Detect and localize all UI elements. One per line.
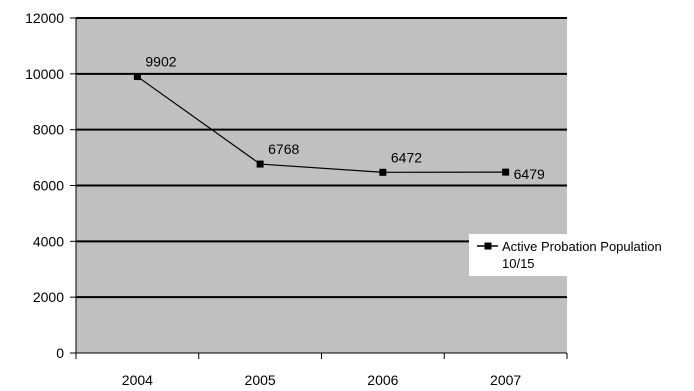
data-point <box>502 168 510 176</box>
legend-box <box>469 234 691 276</box>
x-axis-tick-labels: 2004 2005 2006 2007 <box>122 372 522 388</box>
legend-label-line2: 10/15 <box>502 256 535 271</box>
axes <box>70 17 568 359</box>
data-label: 6472 <box>391 149 422 165</box>
x-tick-label: 2005 <box>245 372 276 388</box>
x-tick-label: 2004 <box>122 372 153 388</box>
y-tick-label: 0 <box>56 345 64 361</box>
y-tick-label: 12000 <box>25 10 64 26</box>
series-active-probation <box>133 73 510 176</box>
data-label: 6768 <box>268 141 299 157</box>
x-tick-label: 2007 <box>490 372 521 388</box>
data-point <box>133 73 141 81</box>
x-tick-label: 2006 <box>367 372 398 388</box>
series-line <box>137 76 506 173</box>
data-point <box>379 168 387 176</box>
legend-marker-swatch <box>484 242 492 250</box>
legend: Active Probation Population 10/15 <box>469 234 691 276</box>
data-labels: 9902 6768 6472 6479 <box>145 54 545 183</box>
y-tick-label: 6000 <box>33 178 64 194</box>
y-tick-label: 8000 <box>33 122 64 138</box>
gridlines <box>76 17 567 299</box>
y-axis-tick-labels: 0 2000 4000 6000 8000 10000 12000 <box>25 10 64 361</box>
y-tick-label: 10000 <box>25 66 64 82</box>
y-tick-label: 2000 <box>33 289 64 305</box>
y-tick-label: 4000 <box>33 233 64 249</box>
data-label: 9902 <box>145 54 176 70</box>
data-point <box>256 160 264 168</box>
data-label: 6479 <box>514 166 545 182</box>
legend-label-line1: Active Probation Population <box>502 239 662 254</box>
